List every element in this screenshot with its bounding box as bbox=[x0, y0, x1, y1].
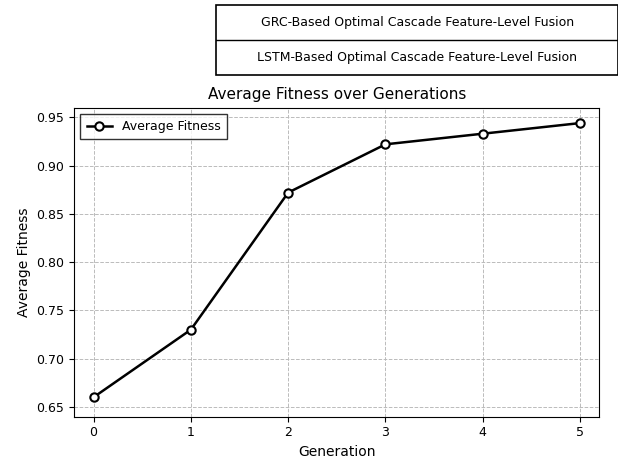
Text: LSTM-Based Optimal Cascade Feature-Level Fusion: LSTM-Based Optimal Cascade Feature-Level… bbox=[257, 51, 577, 64]
Average Fitness bbox=[479, 131, 486, 137]
Line: Average Fitness: Average Fitness bbox=[90, 119, 584, 402]
Average Fitness bbox=[382, 141, 389, 147]
FancyBboxPatch shape bbox=[216, 5, 618, 75]
Title: Average Fitness over Generations: Average Fitness over Generations bbox=[208, 88, 466, 102]
Average Fitness bbox=[187, 327, 195, 332]
Average Fitness bbox=[90, 395, 97, 400]
Average Fitness bbox=[284, 190, 292, 196]
Legend: Average Fitness: Average Fitness bbox=[80, 114, 227, 139]
X-axis label: Generation: Generation bbox=[298, 445, 376, 459]
Text: GRC-Based Optimal Cascade Feature-Level Fusion: GRC-Based Optimal Cascade Feature-Level … bbox=[261, 16, 574, 29]
Average Fitness bbox=[577, 120, 584, 126]
Y-axis label: Average Fitness: Average Fitness bbox=[17, 207, 31, 317]
